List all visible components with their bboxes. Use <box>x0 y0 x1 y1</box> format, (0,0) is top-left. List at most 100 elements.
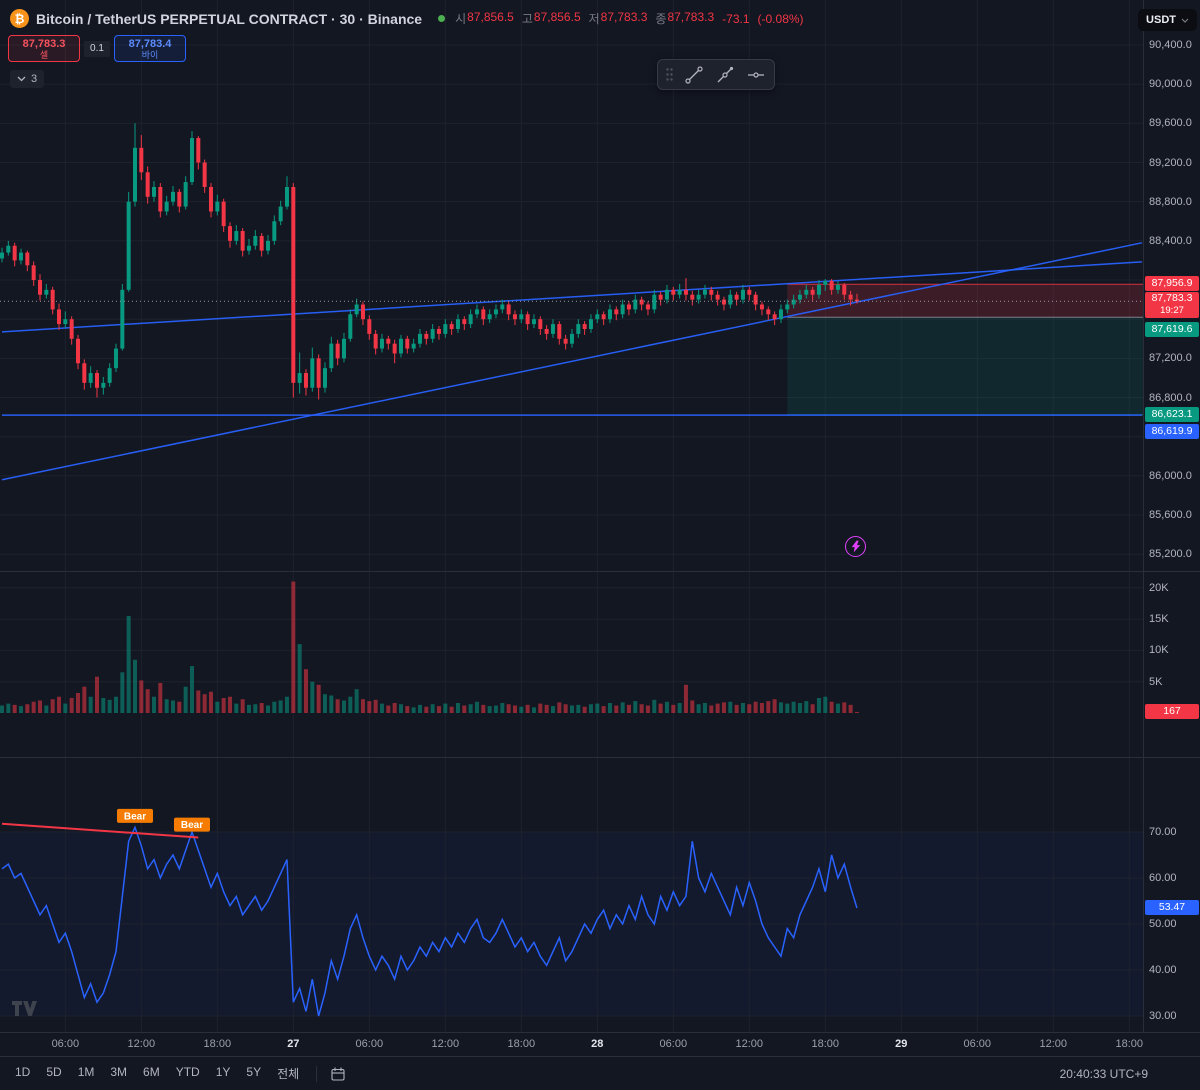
time-axis[interactable]: 06:00 12:00 18:00 27 06:00 12:00 18:00 28 06:00 1… <box>0 1032 1200 1056</box>
sell-price: 87,783.3 <box>22 37 66 50</box>
price-axis[interactable]: 90,400.0 90,000.0 89,600.0 89,200.0 88,800.0… <box>1143 0 1200 1032</box>
trend-line-icon <box>685 65 703 84</box>
time-tick-label: 18:00 <box>1115 1038 1144 1050</box>
axis-tick-label: 88,800.0 <box>1149 195 1192 208</box>
axis-tick-label: 90,000.0 <box>1149 78 1192 91</box>
time-tick-label: 18:00 <box>507 1038 536 1050</box>
time-tick-label: 12:00 <box>1039 1038 1068 1050</box>
time-tick-label: 29 <box>895 1038 908 1050</box>
axis-tick-label: 60.00 <box>1149 872 1177 884</box>
time-tick-label: 06:00 <box>659 1038 688 1050</box>
axis-label-target: 86,623.1 <box>1145 406 1199 422</box>
axis-tick-label: 50.00 <box>1149 918 1177 930</box>
ohlc-low-label: 저 <box>588 12 600 26</box>
symbol-header: ₿ Bitcoin / TetherUS PERPETUAL CONTRACT … <box>10 9 804 28</box>
axis-label-rsi: 53.47 <box>1145 900 1199 916</box>
time-tick-label: 06:00 <box>51 1038 80 1050</box>
go-to-date-icon[interactable] <box>327 1063 349 1085</box>
range-3m[interactable]: 3M <box>110 1065 128 1079</box>
time-tick-label: 28 <box>591 1038 604 1050</box>
time-tick-label: 18:00 <box>203 1038 232 1050</box>
chevron-down-icon <box>1181 18 1189 23</box>
buy-sell-panel: 87,783.3 셀 0.1 87,783.4 바이 <box>8 35 186 62</box>
range-ytd[interactable]: YTD <box>175 1065 200 1079</box>
price-chart-canvas[interactable]: Bear Bear <box>0 0 1143 1032</box>
pane-separator[interactable] <box>0 571 1200 572</box>
currency-label: USDT <box>1146 14 1176 26</box>
axis-tick-label: 10K <box>1149 644 1169 657</box>
drag-handle[interactable] <box>665 67 674 82</box>
chevron-down-icon <box>17 76 26 82</box>
range-1d[interactable]: 1D <box>15 1065 31 1079</box>
sell-label: 셀 <box>39 49 49 60</box>
range-6m[interactable]: 6M <box>143 1065 160 1079</box>
market-status-dot <box>438 15 446 22</box>
time-tick-label: 12:00 <box>431 1038 460 1050</box>
time-tick-label: 12:00 <box>127 1038 156 1050</box>
time-tick-label: 27 <box>287 1038 300 1050</box>
axis-tick-label: 5K <box>1149 675 1163 688</box>
time-tick-label: 12:00 <box>735 1038 764 1050</box>
ohlc-open-label: 시 <box>455 12 467 26</box>
axis-tick-label: 20K <box>1149 581 1169 594</box>
ohlc-close-label: 종 <box>655 12 667 26</box>
trend-line-tool[interactable] <box>683 64 705 86</box>
buy-price: 87,783.4 <box>128 37 172 50</box>
ray-line-tool[interactable] <box>714 64 736 86</box>
axis-tick-label: 89,600.0 <box>1149 117 1192 130</box>
axis-tick-label: 85,600.0 <box>1149 509 1192 522</box>
tradingview-logo[interactable] <box>12 1001 38 1021</box>
clock[interactable]: 20:40:33 UTC+9 <box>1059 1066 1148 1081</box>
buy-label: 바이 <box>141 49 159 60</box>
buy-button[interactable]: 87,783.4 바이 <box>114 35 186 62</box>
ohlc-change-percent: (-0.08%) <box>757 11 804 26</box>
axis-label-hline: 86,619.9 <box>1145 424 1199 440</box>
pane-separator[interactable] <box>0 757 1200 758</box>
ohlc-open-value: 87,856.5 <box>467 10 514 24</box>
ohlc-close-value: 87,783.3 <box>667 10 715 24</box>
axis-tick-label: 86,800.0 <box>1149 391 1192 404</box>
ohlc-high-value: 87,856.5 <box>533 10 581 24</box>
range-5y[interactable]: 5Y <box>246 1065 262 1079</box>
axis-tick-label: 70.00 <box>1149 826 1177 838</box>
date-range-buttons: 1D 5D 1M 3M 6M YTD 1Y 5Y 전체 <box>8 1062 306 1085</box>
object-count: 3 <box>31 73 38 85</box>
svg-text:Bear: Bear <box>181 820 203 831</box>
range-전체[interactable]: 전체 <box>277 1067 300 1081</box>
horizontal-line-icon <box>748 71 764 78</box>
axis-label-volume: 167 <box>1145 703 1199 719</box>
quick-action-icon[interactable] <box>845 536 866 557</box>
ohlc-readout: 시 87,856.5 고 87,856.5 저 87,783.3 종 87,783.3 … <box>455 10 803 27</box>
drawing-toolbar <box>657 59 775 90</box>
axis-tick-label: 30.00 <box>1149 1010 1177 1022</box>
ohlc-high-label: 고 <box>521 12 533 26</box>
axis-label-stop: 87,956.9 <box>1145 276 1199 292</box>
axis-tick-label: 90,400.0 <box>1149 39 1192 51</box>
bottom-toolbar: 1D 5D 1M 3M 6M YTD 1Y 5Y 전체 20:40:33 UTC+9 <box>0 1056 1200 1090</box>
axis-tick-label: 88,400.0 <box>1149 234 1192 247</box>
lightning-icon <box>851 540 860 553</box>
horizontal-line-tool[interactable] <box>745 64 767 86</box>
object-tree-toggle[interactable]: 3 <box>10 70 45 88</box>
range-5d[interactable]: 5D <box>46 1065 62 1079</box>
range-1y[interactable]: 1Y <box>215 1065 231 1079</box>
currency-selector[interactable]: USDT <box>1138 9 1197 31</box>
range-1m[interactable]: 1M <box>77 1065 95 1079</box>
time-tick-label: 18:00 <box>811 1038 840 1050</box>
divider <box>316 1065 318 1082</box>
time-tick-label: 06:00 <box>963 1038 992 1050</box>
axis-tick-label: 85,200.0 <box>1149 548 1192 561</box>
ray-line-icon <box>717 66 734 82</box>
axis-tick-label: 15K <box>1149 613 1169 626</box>
sell-button[interactable]: 87,783.3 셀 <box>8 35 80 62</box>
ohlc-low-value: 87,783.3 <box>600 10 648 24</box>
ohlc-change: -73.1 <box>722 11 750 26</box>
svg-text:Bear: Bear <box>124 811 146 822</box>
axis-label-entry: 87,619.6 <box>1145 322 1199 338</box>
symbol-title[interactable]: Bitcoin / TetherUS PERPETUAL CONTRACT · … <box>36 10 423 27</box>
time-tick-label: 06:00 <box>355 1038 384 1050</box>
axis-tick-label: 86,000.0 <box>1149 469 1192 482</box>
axis-tick-label: 89,200.0 <box>1149 156 1192 169</box>
quantity-field[interactable]: 0.1 <box>84 40 110 57</box>
axis-tick-label: 87,200.0 <box>1149 352 1192 365</box>
